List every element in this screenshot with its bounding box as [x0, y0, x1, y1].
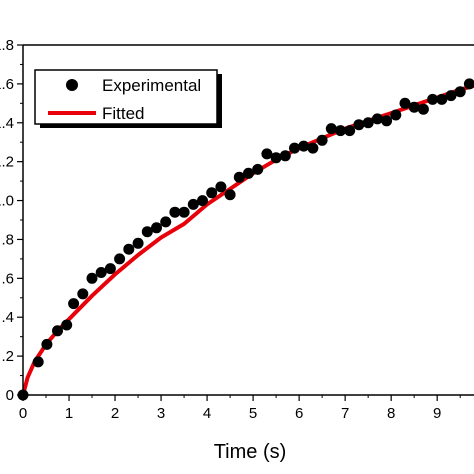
experimental-point	[77, 288, 89, 300]
experimental-point	[399, 97, 411, 109]
y-tick-label: .4	[1, 309, 14, 326]
experimental-point	[353, 119, 365, 131]
experimental-point	[206, 187, 218, 199]
experimental-point	[427, 93, 439, 105]
experimental-point	[390, 109, 402, 121]
x-axis-title: Time (s)	[214, 441, 287, 463]
x-tick-label: 5	[249, 405, 257, 422]
legend-label-experimental: Experimental	[102, 76, 201, 95]
experimental-point	[187, 198, 199, 210]
experimental-point	[123, 243, 135, 255]
legend-marker-experimental	[66, 79, 78, 91]
experimental-point	[114, 253, 126, 265]
experimental-point	[95, 267, 107, 278]
experimental-point	[32, 356, 44, 368]
experimental-point	[307, 142, 319, 154]
experimental-point	[445, 90, 457, 102]
experimental-point	[178, 206, 190, 218]
experimental-point	[298, 140, 310, 152]
experimental-point	[289, 142, 300, 154]
experimental-point	[362, 117, 374, 129]
experimental-point	[141, 226, 153, 238]
experimental-point	[86, 272, 98, 284]
experimental-point	[371, 113, 383, 125]
x-tick-label: 3	[157, 405, 165, 422]
experimental-point	[68, 298, 80, 310]
experimental-point	[279, 150, 291, 162]
x-tick-label: 1	[65, 405, 73, 422]
experimental-point	[215, 181, 227, 193]
x-tick-label: 4	[203, 405, 211, 422]
experimental-point	[344, 125, 356, 137]
experimental-point	[325, 123, 337, 135]
experimental-point	[224, 189, 236, 201]
legend-label-fitted: Fitted	[102, 104, 145, 123]
experimental-point	[454, 86, 466, 98]
experimental-point	[270, 152, 282, 164]
experimental-point	[463, 78, 474, 90]
experimental-point	[233, 171, 245, 183]
y-tick-label: 1.4	[0, 115, 14, 132]
y-tick-label: 1.6	[0, 76, 14, 93]
y-tick-label: 1.0	[0, 193, 14, 210]
experimental-point	[169, 206, 181, 218]
experimental-point	[160, 216, 172, 228]
experimental-point	[417, 103, 429, 115]
x-tick-label: 7	[341, 405, 349, 422]
x-tick-label: 2	[111, 405, 119, 422]
experimental-point	[335, 125, 346, 137]
experimental-point	[104, 263, 116, 275]
legend: Experimental Fitted	[34, 69, 222, 128]
experimental-point	[61, 319, 73, 331]
experimental-point	[197, 195, 208, 207]
y-tick-label: 1.2	[0, 154, 14, 171]
experimental-point	[261, 148, 273, 160]
y-tick-label: 1.8	[0, 37, 14, 54]
x-tick-label: 6	[295, 405, 303, 422]
y-tick-label: .6	[1, 270, 14, 287]
x-tick-label: 9	[433, 405, 441, 422]
y-tick-label: .2	[1, 348, 14, 365]
y-tick-label: 0	[6, 387, 14, 404]
experimental-point	[132, 237, 144, 249]
experimental-point	[316, 134, 328, 146]
experimental-point	[381, 115, 393, 127]
experimental-point	[408, 101, 420, 113]
x-tick-label: 8	[387, 405, 395, 422]
experimental-point	[52, 325, 63, 337]
y-tick-label: .8	[1, 231, 14, 248]
experimental-point	[436, 93, 448, 105]
x-tick-label: 0	[19, 405, 27, 422]
fitted-curve	[21, 83, 474, 397]
experimental-point	[151, 222, 162, 234]
experimental-point	[243, 167, 254, 179]
experimental-point	[41, 338, 53, 350]
experimental-point	[252, 163, 264, 175]
